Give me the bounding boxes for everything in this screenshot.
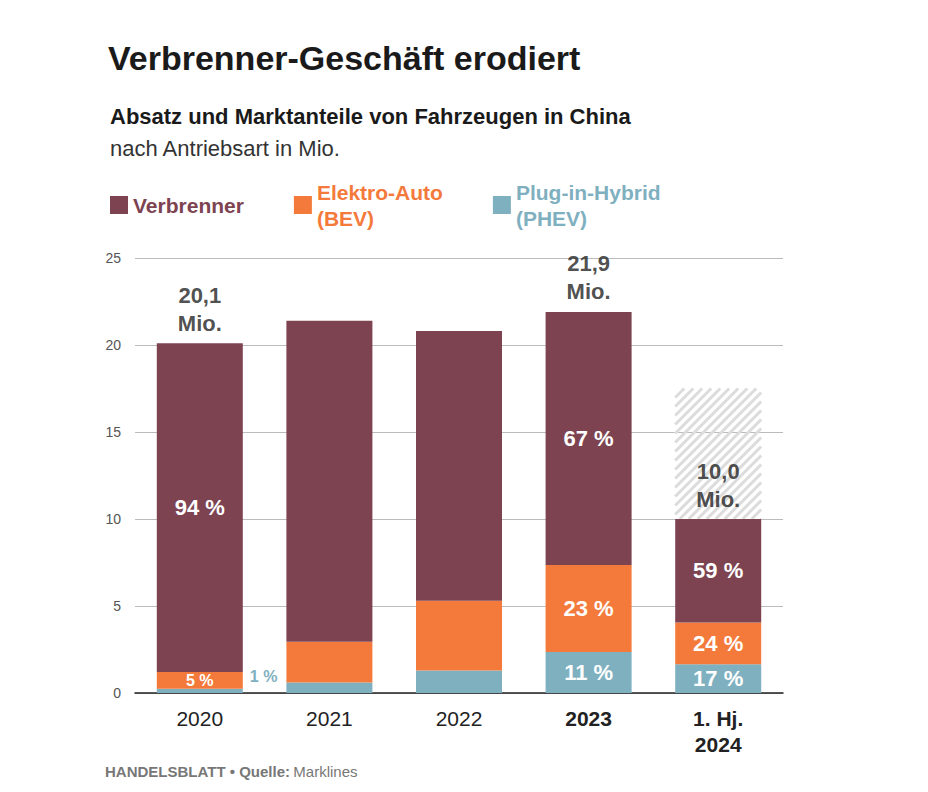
svg-text:HANDELSBLATT • Quelle:: HANDELSBLATT • Quelle: xyxy=(105,763,290,780)
svg-text:Plug-in-Hybrid: Plug-in-Hybrid xyxy=(516,181,661,204)
svg-text:25: 25 xyxy=(105,250,121,266)
svg-text:Absatz und Marktanteile von Fa: Absatz und Marktanteile von Fahrzeugen i… xyxy=(110,104,631,129)
svg-text:11 %: 11 % xyxy=(564,660,613,685)
svg-text:94 %: 94 % xyxy=(175,495,225,520)
svg-text:Mio.: Mio. xyxy=(567,279,611,304)
svg-text:5: 5 xyxy=(113,598,121,614)
svg-text:23 %: 23 % xyxy=(564,596,614,621)
svg-text:2022: 2022 xyxy=(436,707,483,730)
svg-text:(PHEV): (PHEV) xyxy=(516,207,587,230)
svg-text:10,0: 10,0 xyxy=(697,459,740,484)
svg-text:17 %: 17 % xyxy=(693,666,743,691)
svg-text:Mio.: Mio. xyxy=(178,311,222,336)
svg-text:59 %: 59 % xyxy=(693,558,743,583)
svg-text:21,9: 21,9 xyxy=(567,251,610,276)
svg-text:20: 20 xyxy=(105,337,121,353)
svg-text:67 %: 67 % xyxy=(564,426,614,451)
svg-text:(BEV): (BEV) xyxy=(317,207,374,230)
svg-text:Verbrenner: Verbrenner xyxy=(133,194,244,217)
svg-text:5 %: 5 % xyxy=(186,672,214,689)
svg-text:Marklines: Marklines xyxy=(293,763,357,780)
svg-text:24 %: 24 % xyxy=(693,631,743,656)
svg-text:0: 0 xyxy=(113,685,121,701)
svg-text:Elektro-Auto: Elektro-Auto xyxy=(317,181,443,204)
svg-text:nach Antriebsart in Mio.: nach Antriebsart in Mio. xyxy=(110,136,340,161)
svg-text:1. Hj.: 1. Hj. xyxy=(693,707,743,730)
svg-text:2023: 2023 xyxy=(565,707,612,730)
svg-text:15: 15 xyxy=(105,424,121,440)
svg-text:10: 10 xyxy=(105,511,121,527)
svg-text:Mio.: Mio. xyxy=(696,487,740,512)
svg-text:1 %: 1 % xyxy=(250,668,278,685)
svg-text:Verbrenner-Geschäft erodiert: Verbrenner-Geschäft erodiert xyxy=(108,39,580,77)
svg-text:2020: 2020 xyxy=(176,707,223,730)
svg-text:20,1: 20,1 xyxy=(178,283,221,308)
svg-text:2021: 2021 xyxy=(306,707,353,730)
svg-text:2024: 2024 xyxy=(695,733,742,756)
